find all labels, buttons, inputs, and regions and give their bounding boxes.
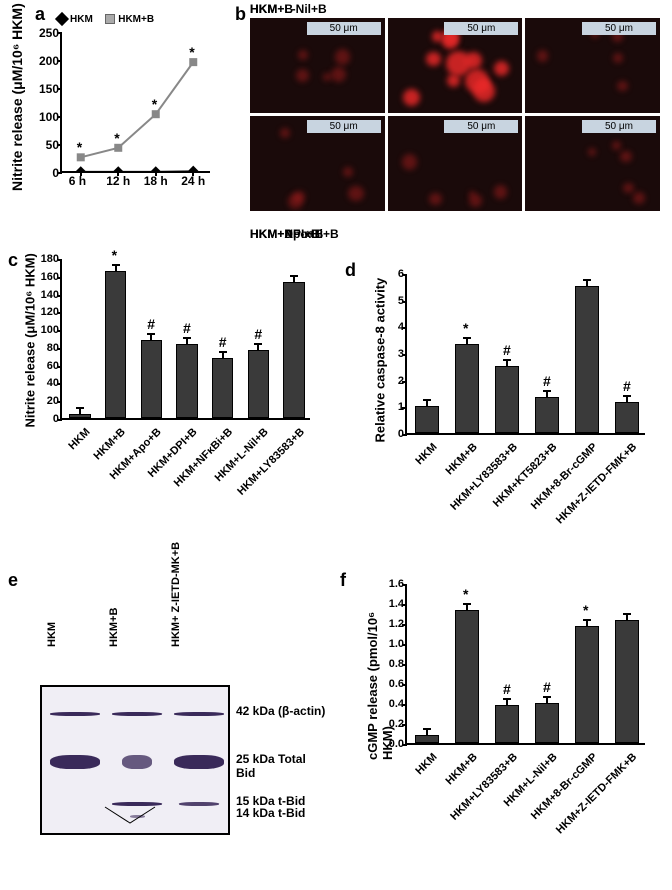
micro-hkm+b: 50 μm — [388, 18, 523, 113]
bar-hkm+b — [455, 610, 479, 743]
micro-hkm+nf-κbi+b: 50 μm — [525, 116, 660, 211]
micro-hkm: 50 μm — [250, 18, 385, 113]
legend-hkmb: HKM+B — [105, 14, 154, 25]
bar-hkm+l-nil+b — [535, 703, 559, 743]
bar-hkm+apo+b — [141, 340, 162, 418]
chart-d: Relative caspase-8 activity 0123456HKM*H… — [400, 275, 650, 435]
bar-hkm+b — [105, 271, 126, 418]
bar-hkm+8-br-cgmp — [575, 286, 599, 433]
bar-hkm — [415, 735, 439, 743]
bar-hkm+8-br-cgmp — [575, 626, 599, 743]
chart-d-ylabel: Relative caspase-8 activity — [373, 263, 388, 443]
chart-c: Nitrite release (μM/10⁶ HKM) 02040608010… — [55, 260, 315, 420]
chart-f: cGMP release (pmol/10⁶ HKM) 0.00.20.40.6… — [400, 585, 650, 745]
chart-c-ylabel: Nitrite release (μM/10⁶ HKM) — [23, 248, 38, 428]
panel-c-label: c — [8, 250, 18, 271]
bar-hkm+z-ietd-fmk+b — [615, 402, 639, 433]
bar-hkm+ly83583+b — [495, 705, 519, 743]
bar-hkm+ly83583+b — [283, 282, 304, 418]
bar-hkm+z-ietd-fmk+b — [615, 620, 639, 743]
western-blot: HKMHKM+BHKM+ Z-IETD-MK+B42 kDa (β-actin)… — [20, 600, 310, 845]
bar-hkm — [415, 406, 439, 433]
panel-b-label: b — [235, 4, 246, 25]
bar-hkm+b — [455, 344, 479, 433]
bar-hkm+dpi+b — [176, 344, 197, 418]
bar-hkm+nfκbi+b — [212, 358, 233, 418]
panel-f-label: f — [340, 570, 346, 591]
legend-hkm: HKM — [57, 14, 93, 25]
bar-hkm+l-nil+b — [248, 350, 269, 418]
micro-hkm+dpi+b: 50 μm — [388, 116, 523, 211]
bar-hkm — [69, 414, 90, 418]
panel-e-label: e — [8, 570, 18, 591]
chart-a: Nitrite release (μM/10⁶ HKM) HKM HKM+B 0… — [30, 8, 220, 198]
panel-d-label: d — [345, 260, 356, 281]
bar-hkm+kt5823+b — [535, 397, 559, 433]
micro-hkm+l-nil+b: 50 μm — [525, 18, 660, 113]
chart-a-area: HKM HKM+B 0501001502002506 h12 h18 h24 h… — [60, 33, 210, 173]
bar-hkm+ly83583+b — [495, 366, 519, 433]
chart-a-ylabel: Nitrite release (μM/10⁶ HKM) — [9, 1, 25, 191]
microscopy-grid: HKMHKM+BHKM+L-Nil+B50 μm50 μm50 μm50 μm5… — [250, 18, 660, 211]
micro-hkm+apo+b: 50 μm — [250, 116, 385, 211]
